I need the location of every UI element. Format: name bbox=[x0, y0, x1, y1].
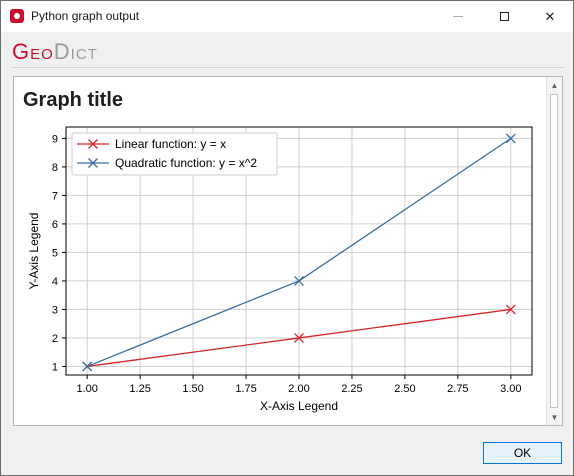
y-tick-label: 7 bbox=[52, 190, 58, 202]
y-tick-label: 4 bbox=[52, 276, 58, 288]
maximize-icon bbox=[499, 12, 509, 21]
legend-marker bbox=[88, 158, 98, 168]
chart-legend: Linear function: y = x Quadratic function… bbox=[71, 132, 278, 176]
chart-grid bbox=[66, 127, 532, 375]
data-point-marker bbox=[294, 275, 304, 286]
close-icon: ✕ bbox=[544, 8, 556, 24]
y-tick-label: 1 bbox=[52, 361, 58, 373]
axis-ticks: 1.00 1.25 1.50 1.75 2.00 2.25 2.50 2.75 3.00 1 2 3 4… bbox=[52, 133, 522, 395]
graph-panel: Graph title 1.00 1.25 1.50 1.75 2.00 2.25 2.50… bbox=[13, 76, 563, 426]
line-chart: 1.00 1.25 1.50 1.75 2.00 2.25 2.50 2.75 3.00 1 2 3 4… bbox=[27, 126, 533, 413]
legend-entry: Linear function: y = x bbox=[115, 137, 226, 151]
x-tick-label: 2.75 bbox=[447, 383, 468, 395]
data-point-marker bbox=[82, 361, 93, 372]
x-tick-label: 1.50 bbox=[182, 383, 203, 395]
geodict-logo: GeoDict bbox=[12, 39, 98, 65]
logo-part-dict: Dict bbox=[53, 39, 98, 64]
x-axis-label: X-Axis Legend bbox=[260, 399, 338, 413]
y-tick-label: 5 bbox=[52, 247, 58, 259]
y-tick-label: 3 bbox=[52, 304, 58, 316]
maximize-button[interactable] bbox=[481, 1, 527, 32]
logo-divider bbox=[12, 67, 564, 68]
scrollbar-thumb[interactable] bbox=[550, 94, 558, 408]
app-icon bbox=[10, 9, 24, 23]
data-point-marker bbox=[505, 133, 516, 144]
x-tick-label: 2.25 bbox=[341, 383, 362, 395]
minimize-button[interactable] bbox=[435, 1, 481, 32]
title-bar: Python graph output ✕ bbox=[1, 1, 573, 32]
legend-box bbox=[71, 132, 278, 176]
logo-part-geo: Geo bbox=[12, 39, 54, 64]
scroll-up-icon[interactable]: ▲ bbox=[550, 80, 559, 90]
window-title: Python graph output bbox=[31, 9, 140, 23]
minimize-icon bbox=[453, 16, 463, 17]
legend-entry: Quadratic function: y = x^2 bbox=[115, 156, 257, 170]
chart-series bbox=[82, 133, 516, 372]
legend-marker bbox=[88, 139, 98, 149]
close-button[interactable]: ✕ bbox=[527, 1, 573, 32]
y-tick-label: 8 bbox=[52, 162, 58, 174]
x-tick-label: 3.00 bbox=[500, 383, 521, 395]
x-tick-label: 2.00 bbox=[288, 383, 309, 395]
y-tick-label: 2 bbox=[52, 333, 58, 345]
y-tick-label: 9 bbox=[52, 133, 58, 145]
x-tick-label: 1.00 bbox=[76, 383, 97, 395]
data-point-marker bbox=[294, 332, 304, 343]
data-point-marker bbox=[505, 304, 516, 315]
graph-title: Graph title bbox=[23, 89, 124, 111]
y-tick-label: 6 bbox=[52, 219, 58, 231]
ok-button[interactable]: OK bbox=[483, 442, 562, 464]
x-tick-label: 2.50 bbox=[394, 383, 415, 395]
x-tick-label: 1.25 bbox=[129, 383, 150, 395]
vertical-scrollbar[interactable]: ▲ ▼ bbox=[546, 77, 562, 425]
y-axis-label: Y-Axis Legend bbox=[27, 213, 41, 290]
x-tick-label: 1.75 bbox=[235, 383, 256, 395]
scroll-down-icon[interactable]: ▼ bbox=[550, 412, 559, 422]
